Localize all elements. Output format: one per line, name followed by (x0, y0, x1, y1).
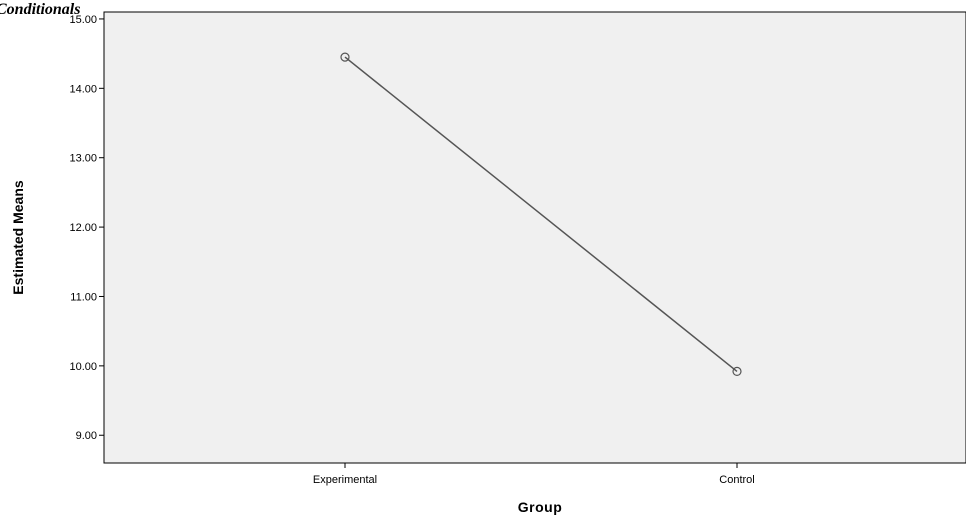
y-tick-label: 9.00 (76, 430, 97, 442)
x-tick-label: Experimental (313, 474, 377, 486)
y-tick-label: 12.00 (69, 222, 97, 234)
figure-heading: Conditionals (0, 1, 80, 18)
y-tick-label: 11.00 (70, 291, 97, 303)
y-tick-label: 10.00 (69, 361, 97, 373)
series-line (344, 56, 738, 372)
x-axis: Experimental Control (313, 463, 755, 486)
y-tick-label: 14.00 (69, 83, 97, 95)
y-axis-label: Estimated Means (10, 180, 26, 295)
x-axis-label: Group (518, 499, 563, 515)
data-point-marker (340, 52, 350, 62)
data-point-marker (732, 366, 742, 377)
y-tick-label: 13.00 (69, 153, 97, 165)
plot-area (103, 11, 966, 464)
x-tick-label: Control (719, 474, 754, 486)
y-tick-label: 15.00 (69, 14, 97, 26)
series-layer (340, 52, 742, 377)
y-axis: 9.00 10.00 11.00 12.00 13.00 14.00 15.00 (69, 14, 104, 442)
